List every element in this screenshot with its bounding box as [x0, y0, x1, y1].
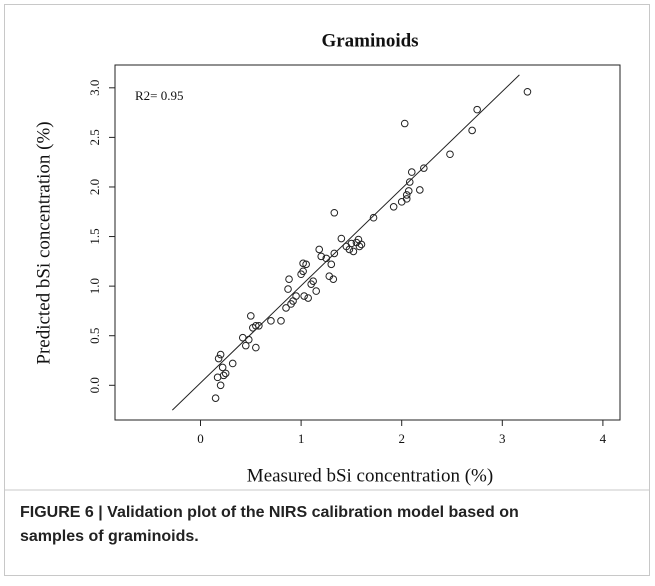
data-point	[337, 234, 346, 243]
chart-title: Graminoids	[321, 30, 418, 51]
y-tick-label: 2.0	[87, 179, 102, 195]
data-point	[247, 312, 255, 320]
y-tick-label: 0.0	[87, 377, 102, 393]
figure-border	[4, 4, 650, 576]
data-point	[216, 381, 225, 390]
data-point	[304, 294, 312, 302]
data-point	[407, 168, 416, 176]
data-point	[397, 198, 406, 206]
y-tick-label: 2.5	[87, 129, 102, 145]
data-point	[216, 350, 225, 359]
data-point	[404, 187, 413, 195]
x-tick-label: 1	[298, 431, 305, 446]
data-point	[267, 317, 275, 325]
x-tick-label: 0	[197, 431, 204, 446]
data-point	[402, 191, 411, 199]
data-point	[252, 321, 260, 330]
data-point	[330, 208, 339, 217]
data-point	[244, 335, 253, 344]
data-point	[299, 267, 307, 276]
data-point	[285, 275, 293, 283]
x-tick-label: 4	[600, 431, 607, 446]
fit-line	[171, 74, 520, 411]
data-point	[416, 186, 424, 194]
data-point	[219, 371, 228, 380]
data-point	[349, 247, 358, 256]
data-point	[211, 394, 220, 402]
y-tick-label: 1.5	[87, 228, 102, 244]
data-point	[355, 242, 364, 251]
data-point	[389, 203, 398, 211]
data-point	[218, 363, 227, 372]
data-point	[446, 150, 454, 159]
data-point	[255, 321, 263, 330]
data-point	[317, 252, 326, 261]
y-tick-label: 1.0	[87, 278, 102, 294]
data-point	[228, 359, 237, 368]
data-point	[523, 87, 532, 96]
data-point	[302, 260, 310, 269]
data-point	[315, 245, 324, 254]
data-point	[405, 178, 414, 186]
data-point	[330, 249, 339, 258]
data-point	[327, 260, 336, 269]
data-point	[312, 287, 320, 295]
caption-line: FIGURE 6 | Validation plot of the NIRS c…	[20, 504, 519, 521]
data-point	[284, 285, 292, 293]
data-point	[214, 354, 223, 363]
data-point	[329, 275, 338, 283]
x-tick-label: 2	[398, 431, 405, 446]
data-point	[252, 343, 260, 352]
data-point	[221, 369, 230, 378]
data-point	[400, 119, 409, 128]
caption-line: samples of graminoids.	[20, 528, 199, 545]
data-point	[420, 164, 428, 172]
x-axis-label: Measured bSi concentration (%)	[247, 465, 493, 486]
y-tick-label: 0.5	[87, 328, 102, 344]
data-point	[300, 292, 308, 300]
data-point	[282, 304, 290, 312]
data-point	[402, 195, 411, 203]
data-point	[292, 292, 300, 300]
data-point	[347, 239, 356, 248]
data-point	[277, 317, 285, 325]
r2-annotation: R2= 0.95	[135, 88, 184, 103]
data-point	[357, 240, 366, 249]
data-point	[241, 341, 250, 350]
plot-box	[114, 64, 621, 421]
data-point	[369, 213, 378, 222]
y-axis-label: Predicted bSi concentration (%)	[33, 121, 54, 364]
data-point	[468, 126, 476, 135]
y-tick-label: 3.0	[87, 80, 102, 96]
data-point	[322, 254, 331, 263]
x-tick-label: 3	[499, 431, 506, 446]
data-point	[473, 105, 481, 114]
data-point	[309, 277, 317, 285]
